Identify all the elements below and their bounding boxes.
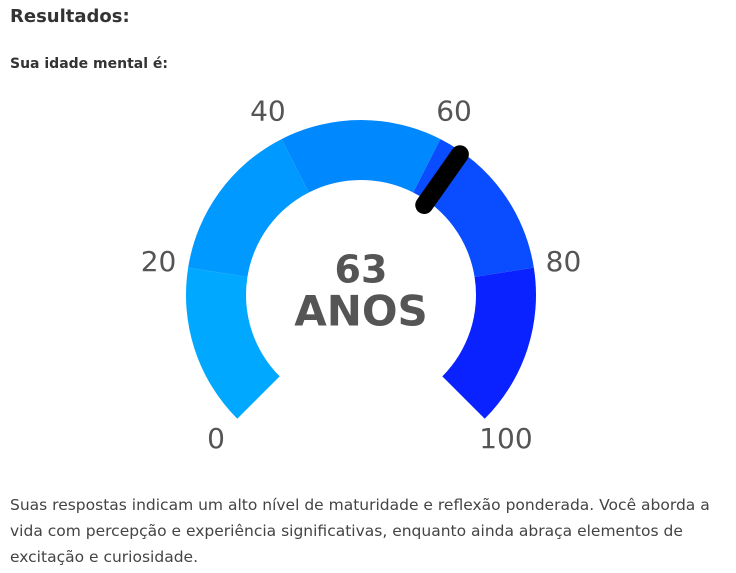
gauge-unit: ANOS [294,287,428,336]
tick-label: 0 [207,422,225,455]
tick-label: 80 [546,245,582,278]
tick-label: 20 [141,245,177,278]
needle [415,145,469,215]
tick-label: 100 [479,422,532,455]
subheading: Sua idade mental é: [10,56,168,72]
gauge-segment [281,119,441,193]
gauge-segment [188,139,309,278]
gauge: 63 ANOS 0 20 40 60 80 100 [141,94,582,455]
tick-label: 60 [436,94,472,127]
gauge-value: 63 [335,248,388,292]
heading: Resultados: [10,6,130,27]
tick-label: 40 [250,94,286,127]
gauge-segment [186,267,280,419]
description: Suas respostas indicam um alto nível de … [10,496,710,566]
gauge-segment [442,267,536,419]
